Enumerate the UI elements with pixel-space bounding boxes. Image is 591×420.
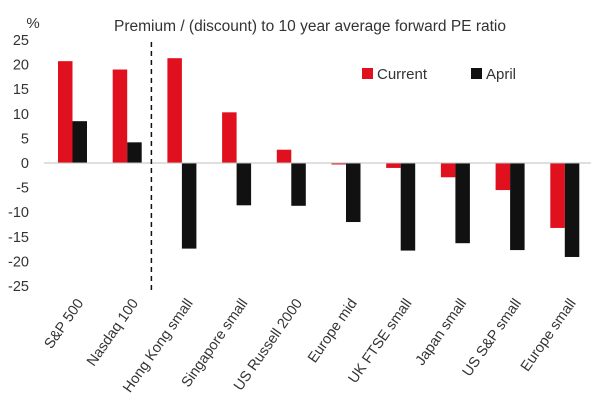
y-tick-label: -15 <box>8 230 29 246</box>
y-tick-label: 5 <box>21 131 29 147</box>
bar-current-5 <box>331 163 346 165</box>
bar-april-3 <box>236 163 252 206</box>
y-axis-label: % <box>26 15 39 32</box>
y-axis-ticks: 25 20 15 10 5 0 -5 -10 -15 -20 -25 <box>8 33 29 295</box>
y-tick-label: -20 <box>8 254 29 270</box>
bar-current-7 <box>440 163 456 178</box>
bar-april-4 <box>291 163 306 206</box>
legend-label-april: April <box>486 66 516 83</box>
x-tick-label: Nasdaq 100 <box>84 296 142 369</box>
x-tick-label: Japan small <box>413 296 470 369</box>
bar-current-4 <box>276 149 292 163</box>
bar-current-9 <box>550 163 565 228</box>
y-tick-label: -25 <box>8 279 29 295</box>
x-tick-label: US S&P small <box>460 296 525 380</box>
legend-label-current: Current <box>377 66 428 83</box>
bar-april-8 <box>510 163 525 251</box>
legend-swatch-current <box>362 68 373 79</box>
x-tick-label: Europe small <box>518 296 580 374</box>
y-tick-label: 20 <box>13 58 29 74</box>
bar-april-2 <box>181 163 197 249</box>
bar-current-1 <box>112 69 128 163</box>
legend-swatch-april <box>471 68 482 79</box>
x-tick-label: S&P 500 <box>41 296 87 352</box>
bars-group <box>58 58 580 257</box>
bar-april-1 <box>127 142 142 163</box>
bar-april-9 <box>564 163 580 257</box>
bar-april-6 <box>400 163 416 251</box>
bar-current-0 <box>58 61 73 163</box>
y-tick-label: 10 <box>13 107 29 123</box>
bar-current-6 <box>386 163 401 168</box>
y-tick-label: 15 <box>13 82 29 98</box>
x-tick-label: Europe mid <box>305 296 361 366</box>
bar-april-5 <box>346 163 361 223</box>
y-tick-label: 25 <box>13 33 29 49</box>
chart-title: Premium / (discount) to 10 year average … <box>114 18 506 35</box>
bar-current-8 <box>495 163 511 191</box>
bar-april-0 <box>72 121 87 163</box>
bar-current-2 <box>167 58 182 164</box>
y-tick-label: 0 <box>21 156 29 172</box>
y-tick-label: -10 <box>8 205 29 221</box>
legend: Current April <box>362 66 516 83</box>
y-tick-label: -5 <box>16 181 29 197</box>
bar-april-7 <box>455 163 470 244</box>
bar-current-3 <box>222 112 237 163</box>
